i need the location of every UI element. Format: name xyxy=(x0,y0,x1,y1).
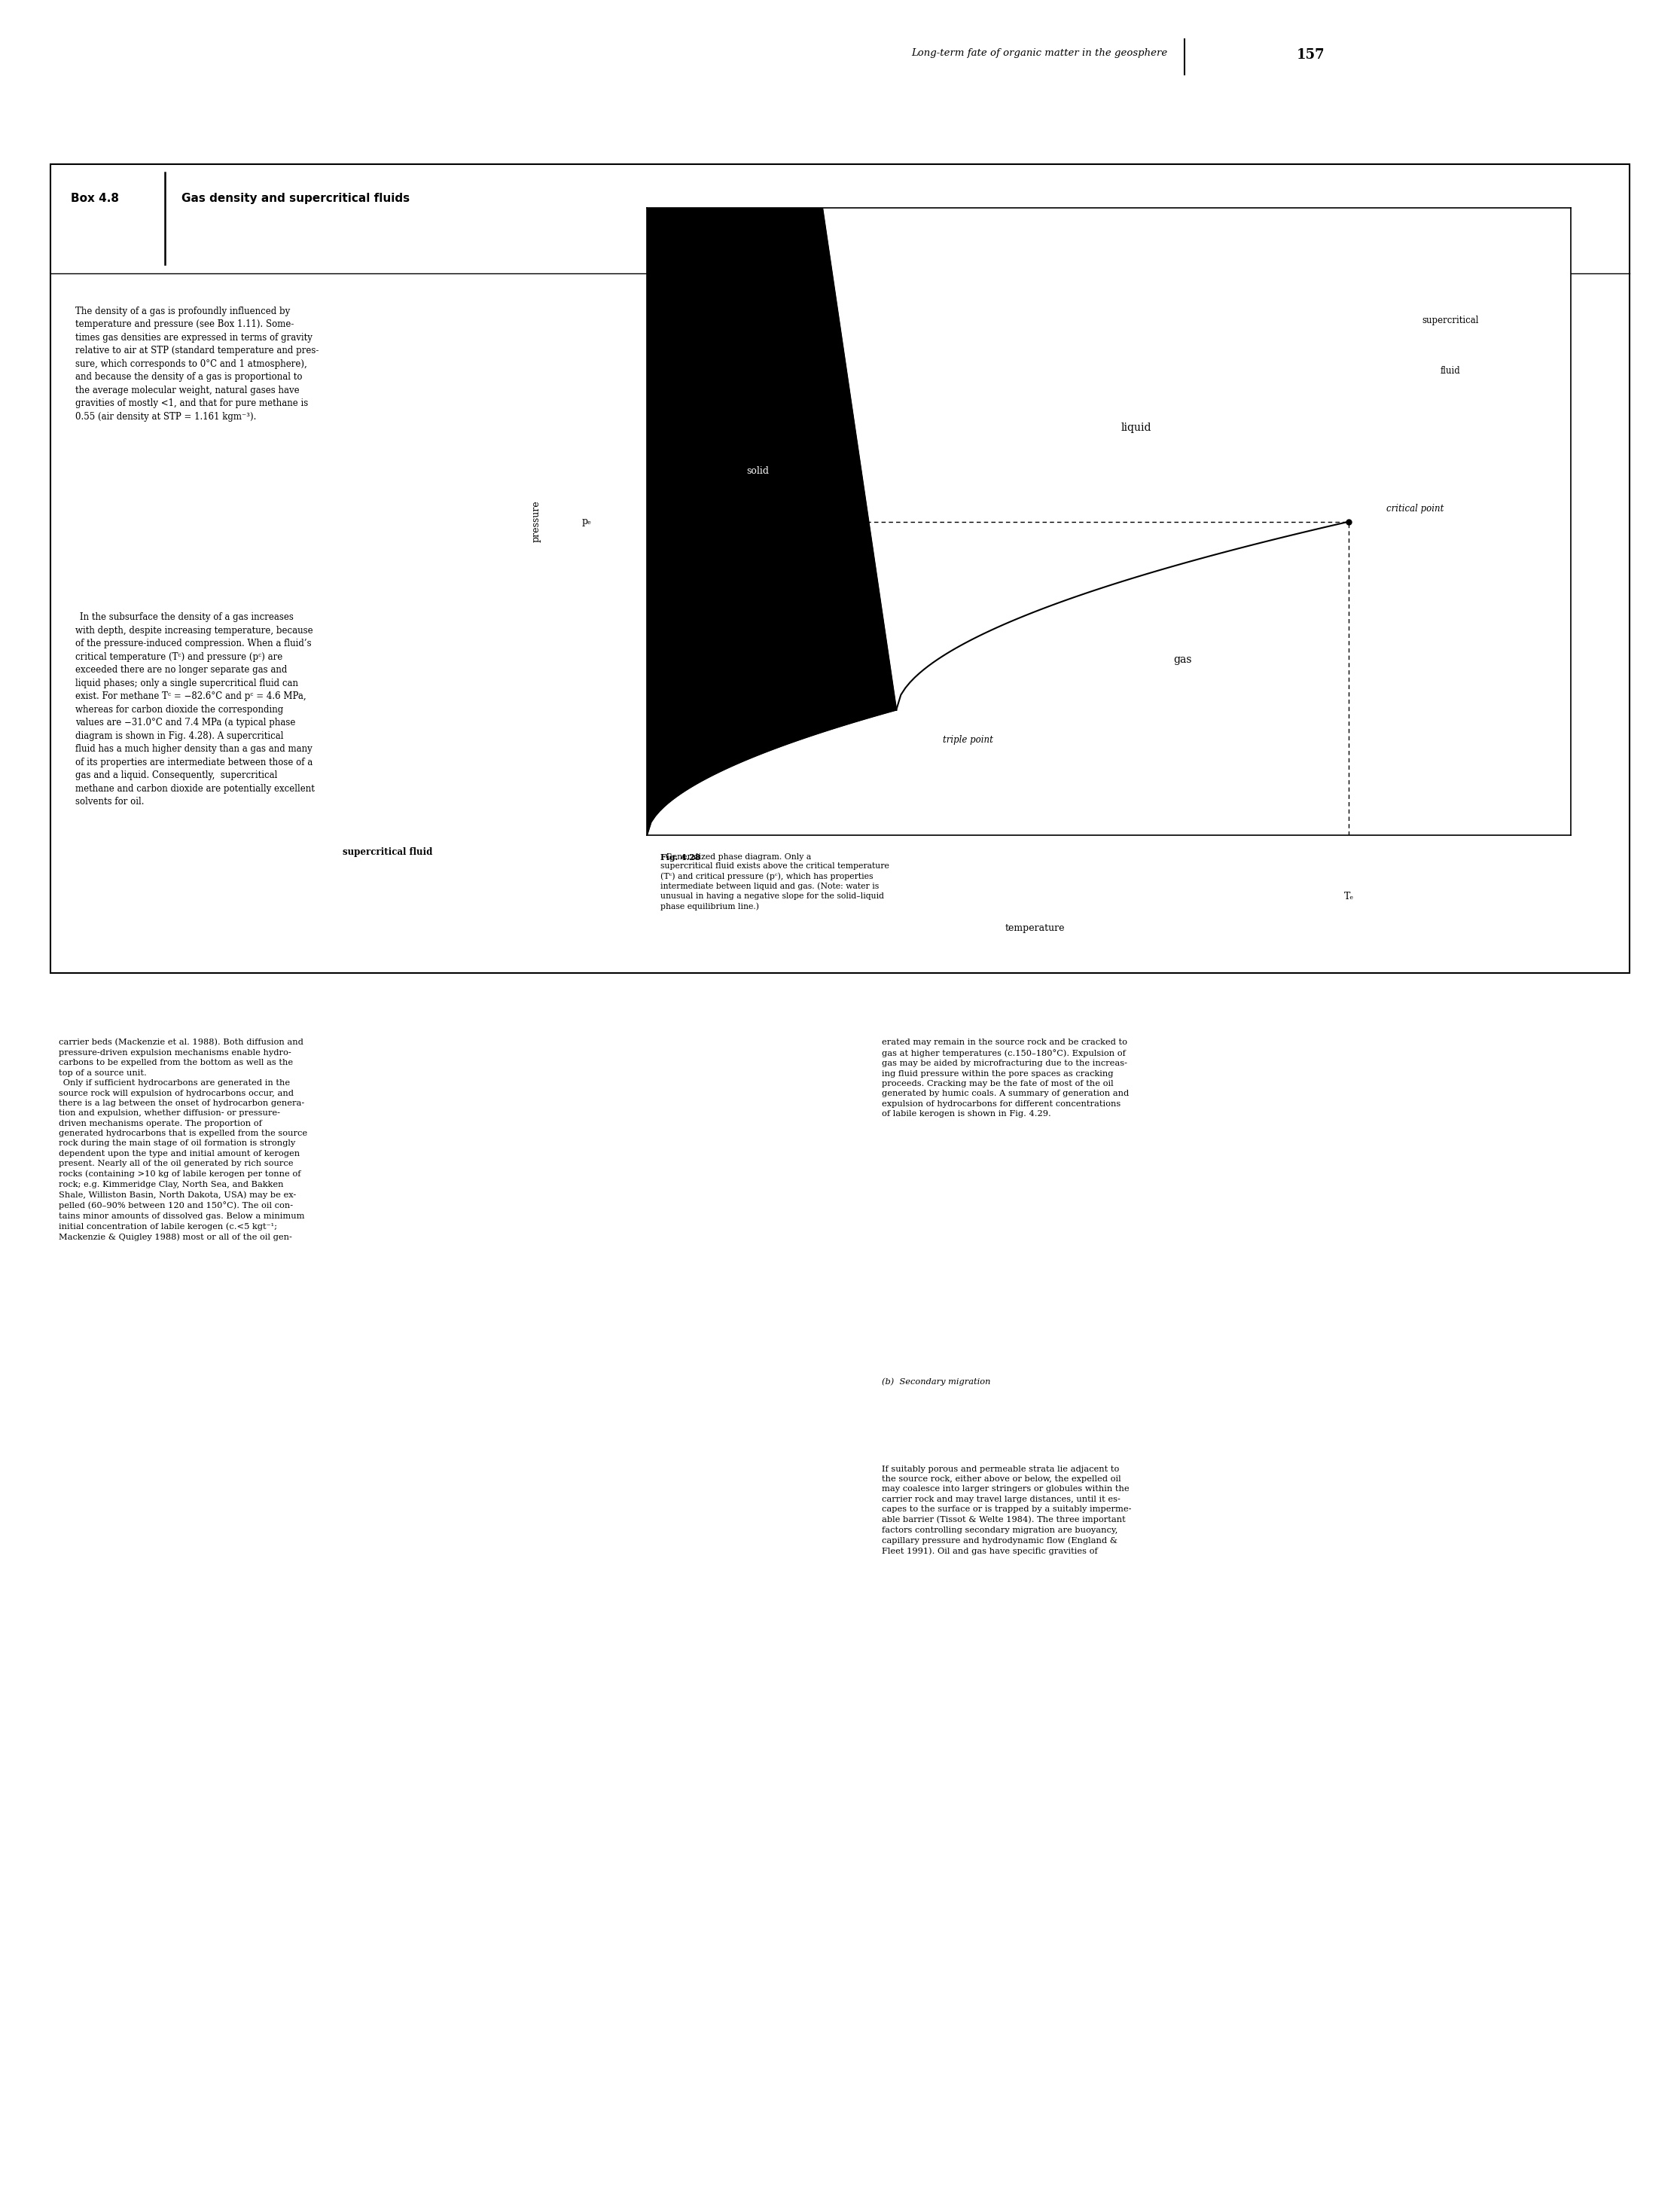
Text: Tₑ: Tₑ xyxy=(1344,892,1354,901)
Text: pₑ: pₑ xyxy=(581,516,591,527)
Text: supercritical: supercritical xyxy=(1423,315,1478,326)
Text: gas: gas xyxy=(1174,654,1191,665)
Text: Gas density and supercritical fluids: Gas density and supercritical fluids xyxy=(181,192,410,203)
Text: critical point: critical point xyxy=(1386,505,1443,514)
Text: If suitably porous and permeable strata lie adjacent to
the source rock, either : If suitably porous and permeable strata … xyxy=(882,1465,1132,1555)
Text: pressure: pressure xyxy=(531,501,541,542)
Text: erated may remain in the source rock and be cracked to
gas at higher temperature: erated may remain in the source rock and… xyxy=(882,1039,1129,1118)
Text: temperature: temperature xyxy=(1005,923,1065,934)
Text: 157: 157 xyxy=(1297,48,1324,61)
Text: The density of a gas is profoundly influenced by
temperature and pressure (see B: The density of a gas is profoundly influ… xyxy=(76,306,319,422)
Text: supercritical fluid: supercritical fluid xyxy=(343,846,433,857)
Text: Generalized phase diagram. Only a
supercritical fluid exists above the critical : Generalized phase diagram. Only a superc… xyxy=(660,853,889,910)
Bar xyxy=(50,164,1630,973)
Polygon shape xyxy=(647,208,897,835)
Text: Box 4.8: Box 4.8 xyxy=(71,192,119,203)
Text: carrier beds (Mackenzie et al. 1988). Both diffusion and
pressure-driven expulsi: carrier beds (Mackenzie et al. 1988). Bo… xyxy=(59,1039,307,1240)
Text: (b)  Secondary migration: (b) Secondary migration xyxy=(882,1378,991,1387)
Text: Long-term fate of organic matter in the geosphere: Long-term fate of organic matter in the … xyxy=(911,48,1168,57)
Text: fluid: fluid xyxy=(1441,365,1460,376)
Text: triple point: triple point xyxy=(942,735,993,746)
Text: In the subsurface the density of a gas increases
with depth, despite increasing : In the subsurface the density of a gas i… xyxy=(76,612,314,807)
Text: solid: solid xyxy=(746,466,769,477)
Text: Fig. 4.28: Fig. 4.28 xyxy=(660,853,701,862)
Text: liquid: liquid xyxy=(1121,422,1152,433)
